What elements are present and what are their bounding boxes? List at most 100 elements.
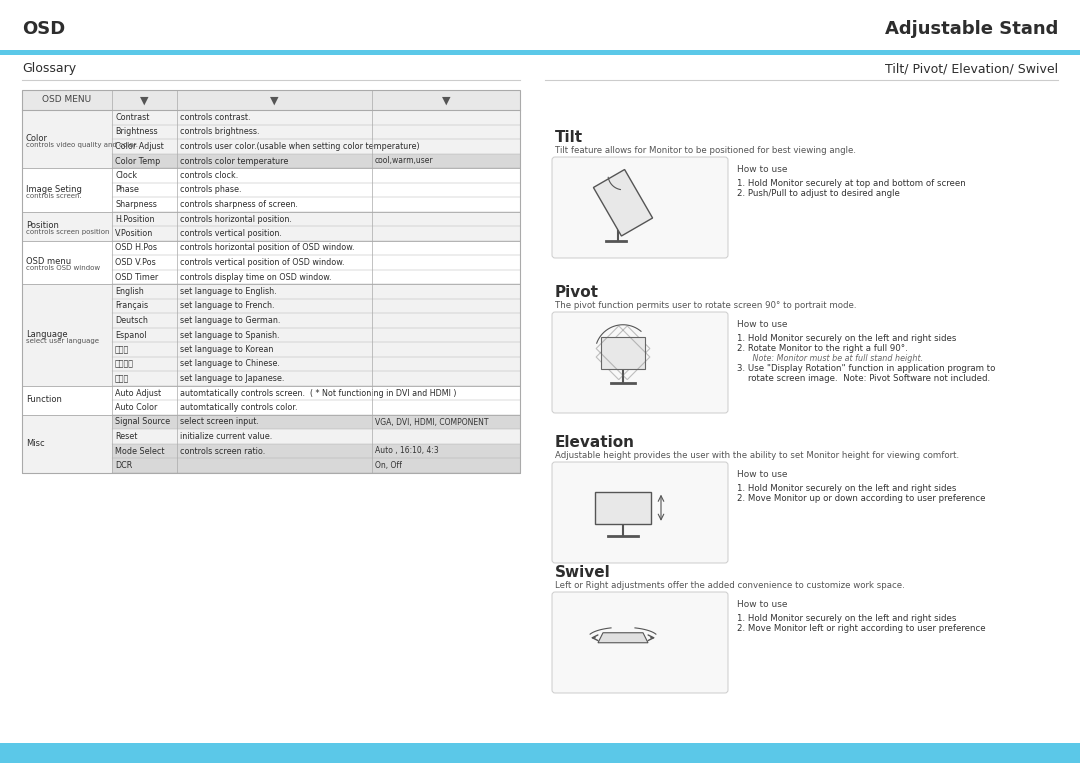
- FancyBboxPatch shape: [552, 462, 728, 563]
- FancyBboxPatch shape: [552, 157, 728, 258]
- Text: Clock: Clock: [114, 171, 137, 180]
- Text: select screen input.: select screen input.: [180, 417, 259, 427]
- Text: ▼: ▼: [270, 96, 279, 106]
- Text: 2. Rotate Monitor to the right a full 90°.: 2. Rotate Monitor to the right a full 90…: [737, 344, 908, 353]
- Text: Tilt: Tilt: [555, 130, 583, 145]
- Bar: [112, 153, 519, 168]
- Text: cool,warm,user: cool,warm,user: [375, 156, 434, 166]
- Bar: [112, 313, 519, 327]
- Text: controls color temperature: controls color temperature: [180, 156, 288, 166]
- Text: Adjustable height provides the user with the ability to set Monitor height for v: Adjustable height provides the user with…: [555, 451, 959, 460]
- Bar: [112, 110, 519, 124]
- Bar: [22, 284, 112, 385]
- Bar: [112, 284, 519, 298]
- Text: set language to French.: set language to French.: [180, 301, 274, 311]
- Bar: [112, 385, 519, 400]
- Bar: [112, 327, 519, 342]
- Text: 1. Hold Monitor securely at top and bottom of screen: 1. Hold Monitor securely at top and bott…: [737, 179, 966, 188]
- Text: Note: Monitor must be at full stand height.: Note: Monitor must be at full stand heig…: [745, 354, 923, 363]
- Text: controls vertical position.: controls vertical position.: [180, 229, 282, 238]
- Text: OSD menu: OSD menu: [26, 257, 71, 266]
- Text: H.Position: H.Position: [114, 214, 154, 224]
- Bar: [22, 414, 112, 472]
- Text: Pivot: Pivot: [555, 285, 599, 300]
- Bar: [112, 255, 519, 269]
- Text: controls contrast.: controls contrast.: [180, 113, 251, 122]
- Bar: [112, 197, 519, 211]
- Text: Color Adjust: Color Adjust: [114, 142, 164, 151]
- Text: Français: Français: [114, 301, 148, 311]
- Polygon shape: [600, 336, 645, 369]
- Text: set language to Chinese.: set language to Chinese.: [180, 359, 280, 369]
- Text: How to use: How to use: [737, 600, 787, 609]
- Text: Position: Position: [26, 221, 59, 230]
- Text: controls vertical position of OSD window.: controls vertical position of OSD window…: [180, 258, 345, 267]
- Text: Image Seting: Image Seting: [26, 185, 82, 194]
- Text: 简体中文: 简体中文: [114, 359, 134, 369]
- Text: OSD: OSD: [22, 20, 65, 38]
- Text: On, Off: On, Off: [375, 461, 402, 470]
- Text: Auto , 16:10, 4:3: Auto , 16:10, 4:3: [375, 446, 438, 456]
- Text: automtatically controls screen.  ( * Not functioning in DVI and HDMI ): automtatically controls screen. ( * Not …: [180, 388, 457, 398]
- Text: set language to English.: set language to English.: [180, 287, 276, 296]
- Text: controls screen ratio.: controls screen ratio.: [180, 446, 266, 456]
- Bar: [112, 371, 519, 385]
- Text: automtatically controls color.: automtatically controls color.: [180, 403, 297, 412]
- Text: set language to Korean: set language to Korean: [180, 345, 273, 354]
- Text: Brightness: Brightness: [114, 127, 158, 137]
- Text: English: English: [114, 287, 144, 296]
- Text: select user language: select user language: [26, 338, 99, 344]
- Bar: [112, 429, 519, 443]
- Bar: [112, 269, 519, 284]
- Bar: [22, 90, 519, 110]
- Text: Glossary: Glossary: [22, 62, 76, 75]
- Text: OSD MENU: OSD MENU: [42, 95, 92, 104]
- Bar: [22, 110, 112, 168]
- Text: Left or Right adjustments offer the added convenience to customize work space.: Left or Right adjustments offer the adde…: [555, 581, 905, 590]
- Bar: [22, 211, 112, 240]
- Bar: [595, 491, 651, 523]
- Text: How to use: How to use: [737, 470, 787, 479]
- Text: controls clock.: controls clock.: [180, 171, 239, 180]
- Text: OSD Timer: OSD Timer: [114, 272, 159, 282]
- Bar: [112, 139, 519, 153]
- Text: Language: Language: [26, 330, 68, 339]
- Bar: [0, 743, 1080, 763]
- Bar: [112, 240, 519, 255]
- Bar: [112, 298, 519, 313]
- Text: Sharpness: Sharpness: [114, 200, 157, 209]
- Text: 3. Use "Display Rotation" function in application program to: 3. Use "Display Rotation" function in ap…: [737, 364, 996, 373]
- Text: Auto Color: Auto Color: [114, 403, 158, 412]
- Bar: [112, 414, 519, 429]
- Text: set language to German.: set language to German.: [180, 316, 281, 325]
- Bar: [22, 240, 112, 284]
- Bar: [112, 182, 519, 197]
- Text: Signal Source: Signal Source: [114, 417, 171, 427]
- Bar: [112, 400, 519, 414]
- Text: 2. Move Monitor up or down according to user preference: 2. Move Monitor up or down according to …: [737, 494, 986, 503]
- FancyBboxPatch shape: [552, 592, 728, 693]
- Bar: [112, 226, 519, 240]
- Text: 日本語: 日本語: [114, 374, 130, 383]
- Text: Function: Function: [26, 395, 62, 404]
- Text: The pivot function permits user to rotate screen 90° to portrait mode.: The pivot function permits user to rotat…: [555, 301, 856, 310]
- Text: DCR: DCR: [114, 461, 132, 470]
- Bar: [112, 211, 519, 226]
- Text: Deutsch: Deutsch: [114, 316, 148, 325]
- Text: Color: Color: [26, 134, 48, 143]
- Text: Misc: Misc: [26, 439, 44, 448]
- Bar: [112, 443, 519, 458]
- Text: controls brightness.: controls brightness.: [180, 127, 259, 137]
- Text: 1. Hold Monitor securely on the left and right sides: 1. Hold Monitor securely on the left and…: [737, 484, 957, 493]
- Text: controls horizontal position of OSD window.: controls horizontal position of OSD wind…: [180, 243, 354, 253]
- Text: Reset: Reset: [114, 432, 137, 441]
- Text: controls horizontal position.: controls horizontal position.: [180, 214, 292, 224]
- Text: Swivel: Swivel: [555, 565, 611, 580]
- Text: set language to Japanese.: set language to Japanese.: [180, 374, 284, 383]
- Text: How to use: How to use: [737, 320, 787, 329]
- Text: ▼: ▼: [140, 96, 149, 106]
- Text: Color Temp: Color Temp: [114, 156, 160, 166]
- Bar: [112, 124, 519, 139]
- Text: 1. Hold Monitor securely on the left and right sides: 1. Hold Monitor securely on the left and…: [737, 614, 957, 623]
- Text: controls user color.(usable when setting color temperature): controls user color.(usable when setting…: [180, 142, 420, 151]
